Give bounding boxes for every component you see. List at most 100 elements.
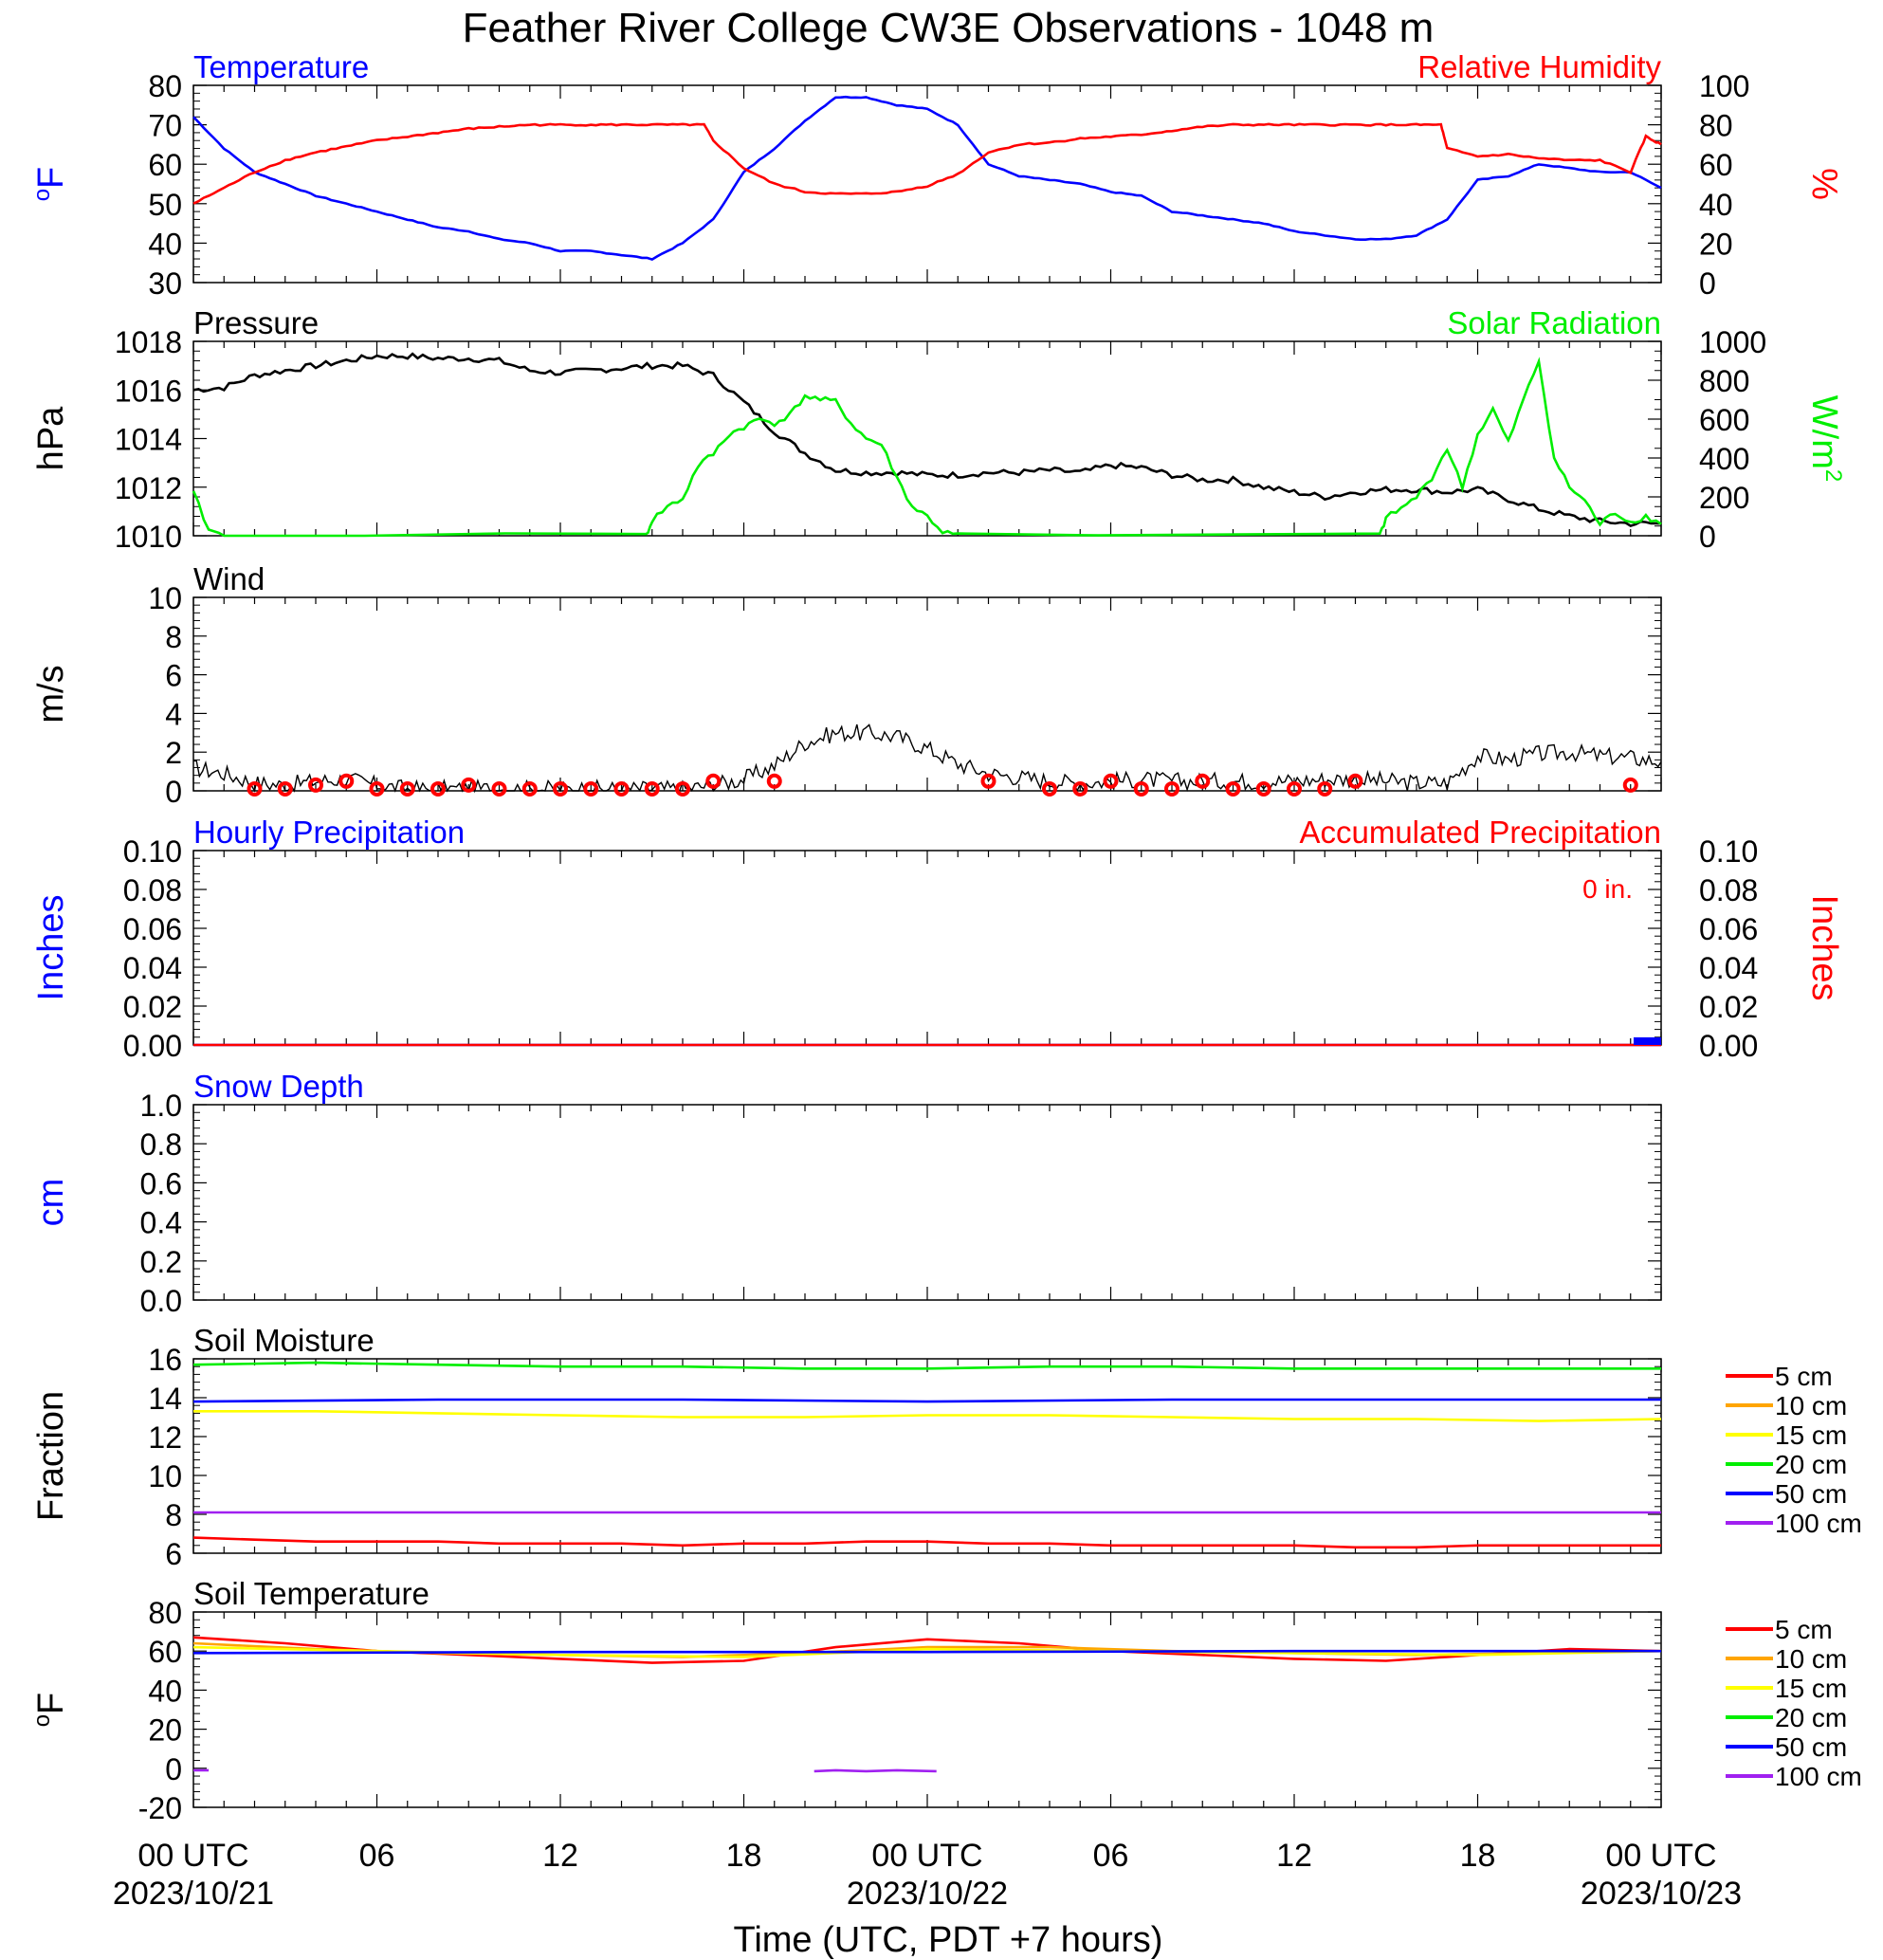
legend-label: 50 cm (1775, 1479, 1847, 1509)
y-tick-label: 2 (165, 736, 182, 770)
y-tick-label: 10 (148, 1459, 182, 1493)
wind-calm-marker (521, 780, 538, 797)
wind-calm-marker (399, 780, 415, 797)
panel-snow: 1.0 0.8 0.6 0.4 0.2 0.0 Snow Depth cm (31, 1069, 1662, 1318)
y-tick-label: 0.6 (140, 1166, 182, 1200)
y-right-tick-label: 0.00 (1699, 1029, 1758, 1063)
y-tick-label: 4 (165, 697, 182, 731)
panel-frame (192, 1611, 1662, 1808)
wind-calm-marker (766, 773, 782, 789)
panel-title-left: Pressure (193, 305, 319, 340)
wind-calm-marker (1072, 780, 1088, 797)
y-tick-label: 1.0 (140, 1089, 182, 1123)
x-tick-label: 18 (726, 1838, 762, 1874)
series-line-soil_temp-5 (814, 1768, 937, 1773)
x-tick-label: 00 UTC (871, 1838, 982, 1874)
y-right-tick-label: 0.10 (1699, 834, 1758, 869)
wind-calm-marker (553, 780, 568, 797)
series-line-soil_temp-3 (192, 1649, 1661, 1655)
wind-calm-marker (1164, 780, 1179, 797)
legend-label: 10 cm (1775, 1644, 1847, 1674)
panel-precip: 0.10 0.08 0.06 0.04 0.02 0.00 0.10 0.08 0.06 0.04… (31, 815, 1844, 1063)
y-right-tick-label: 40 (1699, 188, 1733, 222)
y-tick-label: 50 (148, 188, 182, 222)
y-right-tick-label: 0.06 (1699, 912, 1758, 946)
x-date-label: 2023/10/21 (113, 1876, 274, 1912)
y-tick-label: 0 (165, 1752, 182, 1786)
y-tick-label: 0.8 (140, 1127, 182, 1162)
x-date-label: 2023/10/22 (847, 1876, 1008, 1912)
series-line-soil_moist-3 (192, 1398, 1661, 1403)
legend-label: 15 cm (1775, 1674, 1847, 1703)
wind-calm-marker (1195, 773, 1211, 789)
series-line-soil_moist-2 (192, 1361, 1661, 1370)
wind-calm-marker (1225, 780, 1241, 797)
y-tick-label: 1016 (115, 374, 182, 408)
panel-title-right: Relative Humidity (1417, 49, 1661, 84)
x-tick-label: 12 (1276, 1838, 1312, 1874)
y-tick-label: 16 (148, 1343, 182, 1377)
y-tick-label: 6 (165, 659, 182, 693)
y-tick-label: 1012 (115, 471, 182, 505)
y-tick-label: 0.2 (140, 1245, 182, 1279)
wind-calm-marker (1255, 780, 1271, 797)
y-axis-label-left: cm (31, 1179, 71, 1227)
panel-frame (192, 1104, 1662, 1301)
y-axis-label-left: Inches (31, 895, 71, 1001)
y-right-tick-label: 800 (1699, 364, 1749, 398)
y-right-tick-label: 20 (1699, 227, 1733, 261)
series-line-pres_solar-1 (192, 357, 1662, 538)
y-right-tick-label: 60 (1699, 148, 1733, 182)
wind-calm-marker (980, 773, 996, 789)
y-right-tick-label: 0.08 (1699, 873, 1758, 907)
wind-calm-marker (277, 780, 293, 797)
y-right-tick-label: 600 (1699, 403, 1749, 437)
y-tick-label: 1018 (115, 325, 182, 359)
series-line-pres_solar-0 (192, 352, 1662, 528)
legend-label: 5 cm (1775, 1615, 1833, 1644)
y-tick-label: 80 (148, 69, 182, 103)
panel-title-left: Wind (193, 561, 265, 596)
y-tick-label: 40 (148, 1674, 182, 1708)
wind-calm-marker (705, 773, 722, 789)
y-tick-label: 80 (148, 1596, 182, 1630)
wind-calm-marker (247, 780, 263, 797)
panel-temp_rh: 80 70 60 50 40 30 100 80 60 40 20 0 Temperature Relat… (29, 49, 1844, 301)
y-tick-label: 0 (165, 775, 182, 809)
y-tick-label: 12 (148, 1420, 182, 1455)
precip-bar (1633, 1037, 1661, 1045)
legend-label: 20 cm (1775, 1450, 1847, 1479)
y-right-tick-label: 100 (1699, 69, 1749, 103)
panel-title-right: Accumulated Precipitation (1299, 815, 1661, 850)
legend-label: 10 cm (1775, 1391, 1847, 1420)
y-tick-label: 40 (148, 227, 182, 261)
y-axis-label-left: hPa (31, 406, 71, 470)
x-tick-label: 00 UTC (137, 1838, 248, 1874)
series-line-soil_moist-1 (193, 1410, 1662, 1422)
y-right-tick-label: 0.02 (1699, 990, 1758, 1024)
panel-frame (192, 850, 1662, 1046)
y-axis-label-right: % (1804, 168, 1844, 200)
panel-title-left: Soil Temperature (193, 1576, 430, 1611)
wind-calm-marker (338, 773, 355, 789)
legend-label: 100 cm (1775, 1762, 1862, 1791)
y-tick-label: 0.00 (123, 1029, 182, 1063)
wind-calm-marker (1622, 777, 1638, 793)
panel-frame (192, 1358, 1662, 1554)
wind-calm-marker (369, 780, 385, 797)
wind-calm-marker (644, 780, 660, 797)
wind-calm-marker (1042, 780, 1057, 797)
y-tick-label: 1010 (115, 520, 182, 554)
wind-calm-marker (675, 780, 690, 797)
y-right-tick-label: 80 (1699, 109, 1733, 143)
wind-calm-marker (1103, 773, 1119, 789)
y-tick-label: 30 (148, 266, 182, 301)
y-axis-label-left: Fraction (31, 1391, 71, 1521)
wind-calm-marker (430, 780, 446, 797)
panel-frame (192, 596, 1662, 792)
y-tick-label: 14 (148, 1382, 182, 1416)
series-line-soil_moist-0 (192, 1536, 1661, 1549)
